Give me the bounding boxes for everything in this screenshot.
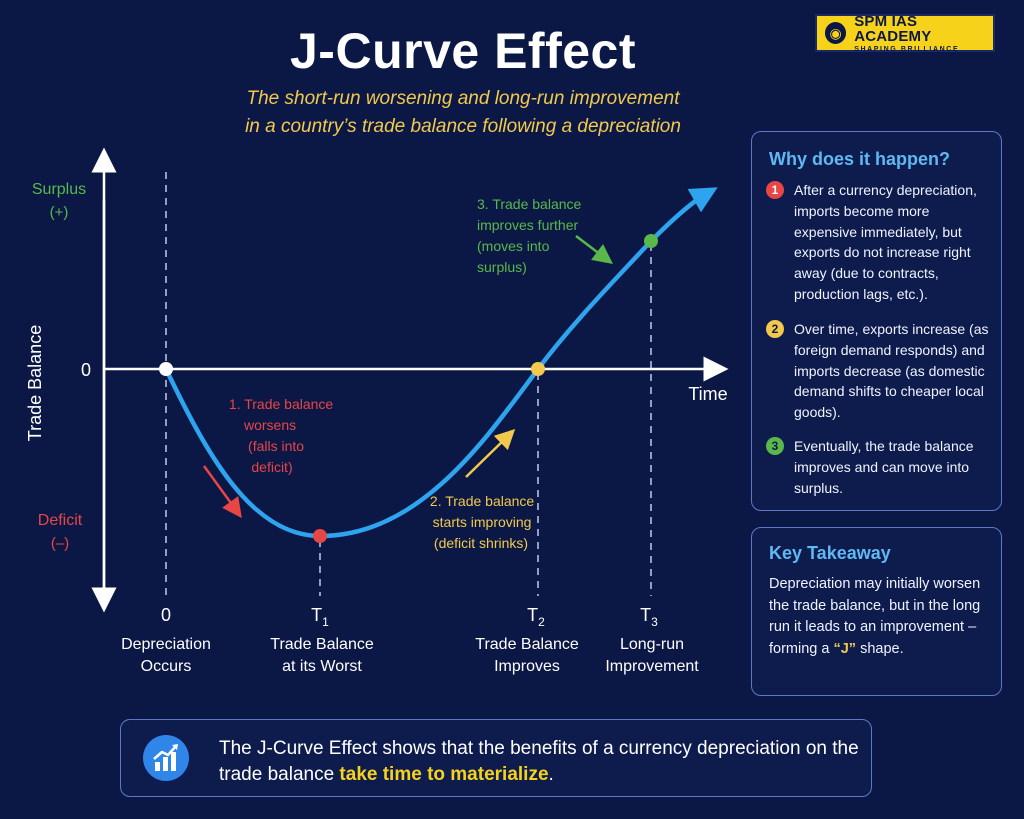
reason-item: 3 Eventually, the trade balance improves…	[766, 436, 994, 498]
annotation-further-line1: 3. Trade balance	[477, 196, 582, 212]
annotation-worsens-line4: deficit)	[251, 459, 292, 475]
summary-banner: The J-Curve Effect shows that the benefi…	[120, 719, 872, 797]
tick-0: 0	[161, 605, 171, 625]
time-label-1-line2: at its Worst	[282, 658, 362, 675]
reason-number-2: 2	[766, 320, 784, 338]
time-label-3-line1: Long-run	[620, 636, 684, 653]
reason-item: 1 After a currency depreciation, imports…	[766, 180, 994, 305]
page-title: J-Curve Effect	[290, 23, 636, 79]
annotation-further-line2: improves further	[477, 217, 578, 233]
reason-text-1: After a currency depreciation, imports b…	[794, 182, 977, 302]
annotation-improving-line2: starts improving	[433, 514, 532, 530]
annotation-worsens: 1. Trade balance worsens (falls into def…	[229, 396, 337, 475]
subtitle-line-1: The short-run worsening and long-run imp…	[246, 88, 680, 109]
time-label-1-line1: Trade Balance	[270, 636, 374, 653]
j-curve-line	[163, 187, 718, 539]
annotation-improving: 2. Trade balance starts improving (defic…	[430, 493, 538, 551]
reason-text-2: Over time, exports increase (as foreign …	[794, 321, 989, 421]
further-arrow	[575, 235, 613, 265]
j-curve-diagram: Trade Balance Time 0 Surplus (+) Deficit…	[25, 147, 729, 675]
time-label-0-line1: Depreciation	[121, 636, 211, 653]
surplus-point	[644, 234, 658, 248]
worst-point	[313, 529, 327, 543]
annotation-improving-line1: 2. Trade balance	[430, 493, 535, 509]
time-label-3-line2: Improvement	[605, 658, 699, 675]
logo-tagline: SHAPING BRILLIANCE	[854, 45, 960, 53]
y-axis-label: Trade Balance	[25, 325, 45, 441]
deficit-label: Deficit	[38, 512, 83, 529]
why-title: Why does it happen?	[769, 149, 951, 169]
depreciation-point	[159, 362, 173, 376]
reason-number-1: 1	[766, 181, 784, 199]
key-takeaway-panel: Key Takeaway Depreciation may initially …	[751, 527, 1002, 696]
annotation-further-line4: surplus)	[477, 259, 527, 275]
time-label-2-line1: Trade Balance	[475, 636, 579, 653]
x-axis-label: Time	[688, 384, 727, 404]
tick-t1: T1	[311, 605, 329, 629]
academy-logo: ◉ SPM IAS ACADEMY SHAPING BRILLIANCE	[815, 12, 995, 53]
key-takeaway-text: Depreciation may initially worsen the tr…	[769, 576, 981, 657]
surplus-label: Surplus	[32, 181, 86, 198]
time-label-2-line2: Improves	[494, 658, 560, 675]
j-quote: “J”	[833, 640, 857, 657]
reason-number-3: 3	[766, 437, 784, 455]
summary-text: The J-Curve Effect shows that the benefi…	[219, 738, 859, 785]
annotation-worsens-line2: worsens	[243, 417, 296, 433]
reason-text-3: Eventually, the trade balance improves a…	[794, 438, 974, 496]
time-label-0-line2: Occurs	[141, 658, 192, 675]
key-takeaway-title: Key Takeaway	[769, 543, 891, 563]
tick-t3: T3	[640, 605, 658, 629]
academy-emblem-icon: ◉	[823, 20, 849, 46]
annotation-improving-line3: (deficit shrinks)	[434, 535, 528, 551]
subtitle-line-2: in a country’s trade balance following a…	[245, 116, 681, 137]
surplus-sign: (+)	[50, 204, 69, 221]
annotation-worsens-line3: (falls into	[248, 438, 304, 454]
improving-arrow	[465, 429, 516, 478]
zero-label: 0	[81, 360, 91, 380]
summary-highlight: take time to materialize	[339, 764, 549, 785]
crossing-point	[531, 362, 545, 376]
why-panel: Why does it happen? 1 After a currency d…	[751, 131, 1002, 511]
growth-chart-icon	[143, 735, 189, 781]
deficit-sign: (–)	[51, 535, 69, 552]
logo-name: SPM IAS ACADEMY	[854, 12, 932, 45]
annotation-worsens-line1: 1. Trade balance	[229, 396, 334, 412]
tick-t2: T2	[527, 605, 545, 629]
annotation-further: 3. Trade balance improves further (moves…	[477, 196, 585, 275]
reason-item: 2 Over time, exports increase (as foreig…	[766, 319, 994, 423]
worsens-arrow	[202, 465, 242, 519]
annotation-further-line3: (moves into	[477, 238, 550, 254]
